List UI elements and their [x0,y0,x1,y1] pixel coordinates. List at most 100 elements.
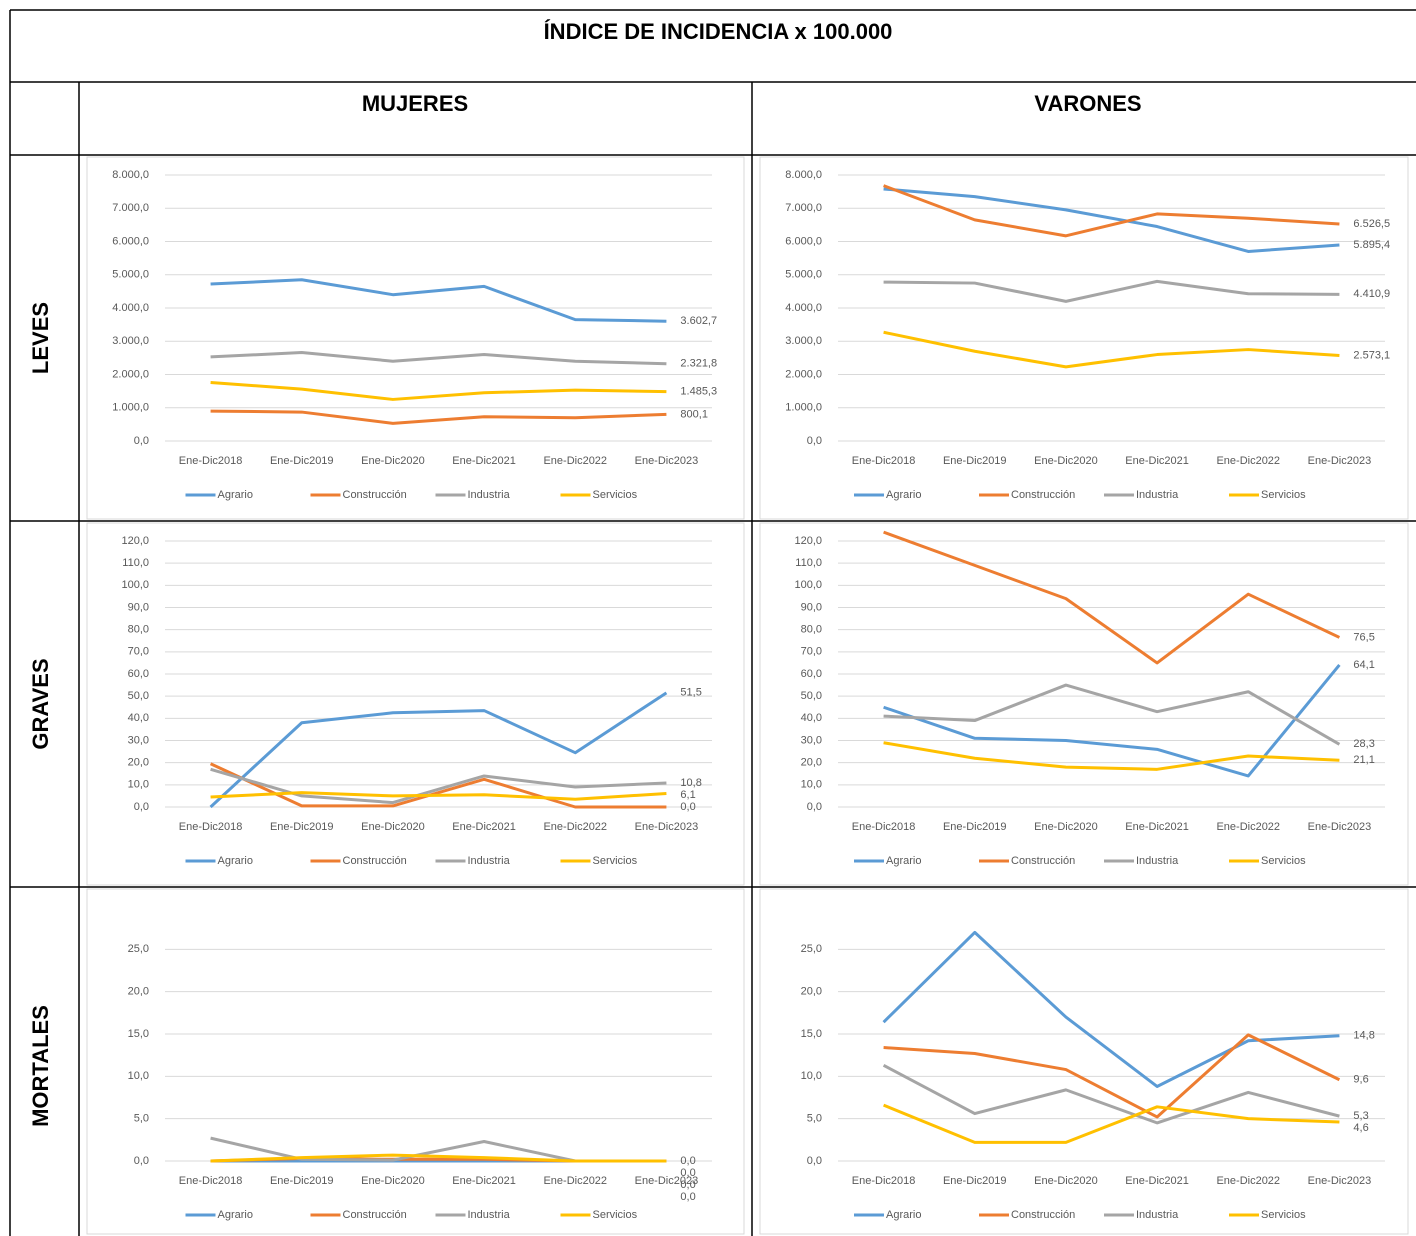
x-tick-label: Ene-Dic2021 [452,455,516,467]
x-tick-label: Ene-Dic2023 [1308,1175,1372,1187]
y-tick-label: 50,0 [801,690,822,702]
x-tick-label: Ene-Dic2019 [270,455,334,467]
chart-area [86,888,745,1235]
legend-label: Agrario [886,855,921,867]
y-tick-label: 4.000,0 [112,302,149,314]
y-tick-label: 20,0 [801,757,822,769]
chart: 0,0 1.000,0 2.000,0 3.000,0 4.000,0 5.000,0 6.… [86,156,745,520]
data-label: 4.410,9 [1353,288,1390,300]
data-label: 5,3 [1353,1110,1368,1122]
data-label: 1.485,3 [680,386,717,398]
row-header: LEVES [28,302,53,374]
x-tick-label: Ene-Dic2022 [543,1175,607,1187]
chart: 0,0 10,0 20,0 30,0 40,0 50,0 60,0 70,0 80,0 90,0 1… [86,522,745,886]
x-tick-label: Ene-Dic2020 [1034,821,1098,833]
legend-label: Industria [1136,489,1179,501]
table-grid [9,9,1416,1236]
y-tick-label: 20,0 [128,986,149,998]
legend-label: Industria [1136,1209,1179,1221]
series-line [883,187,1340,253]
legend-label: Servicios [1261,489,1306,501]
y-tick-label: 5,0 [134,1113,149,1125]
x-tick-label: Ene-Dic2019 [943,455,1007,467]
legend-label: Agrario [886,489,921,501]
x-tick-label: Ene-Dic2019 [943,821,1007,833]
y-tick-label: 100,0 [121,579,149,591]
y-tick-label: 20,0 [801,986,822,998]
legend-label: Construcción [343,855,407,867]
data-label: 4,6 [1353,1122,1368,1134]
y-tick-label: 3.000,0 [785,335,822,347]
y-tick-label: 5.000,0 [785,269,822,281]
series-line [882,1064,1340,1125]
y-tick-label: 3.000,0 [112,335,149,347]
legend-label: Construcción [343,489,407,501]
y-tick-label: 120,0 [121,535,149,547]
data-label: 0,0 [680,1167,695,1179]
y-tick-label: 100,0 [794,579,822,591]
series-line [210,351,667,366]
series-line [210,380,667,401]
legend-label: Construcción [1011,1209,1075,1221]
y-tick-label: 1.000,0 [785,402,822,414]
x-tick-label: Ene-Dic2022 [543,821,607,833]
x-tick-label: Ene-Dic2018 [852,821,916,833]
y-tick-label: 5,0 [807,1113,822,1125]
chart: 0,0 1.000,0 2.000,0 3.000,0 4.000,0 5.000,0 6.… [759,156,1409,520]
data-label: 0,0 [680,1155,695,1167]
legend-label: Agrario [886,1209,921,1221]
chart-area [86,156,745,520]
data-label: 14,8 [1353,1030,1374,1042]
x-tick-label: Ene-Dic2019 [270,1175,334,1187]
data-label: 2.573,1 [1353,349,1390,361]
chart-area [86,522,745,886]
series-line [882,930,1340,1088]
y-tick-label: 0,0 [807,801,822,813]
legend-label: Servicios [593,1209,638,1221]
data-label: 76,5 [1353,631,1374,643]
series-line [883,184,1340,238]
y-tick-label: 70,0 [128,646,149,658]
series-line [210,1153,667,1163]
y-tick-label: 0,0 [134,1155,149,1167]
data-label: 6.526,5 [1353,218,1390,230]
legend-label: Servicios [1261,855,1306,867]
y-tick-label: 8.000,0 [785,169,822,181]
series-line [210,409,667,425]
y-tick-label: 15,0 [801,1028,822,1040]
data-label: 0,0 [680,801,695,813]
chart-area [759,156,1409,520]
y-tick-label: 15,0 [128,1028,149,1040]
y-tick-label: 7.000,0 [112,202,149,214]
x-tick-label: Ene-Dic2018 [179,455,243,467]
data-label: 21,1 [1353,754,1374,766]
x-tick-label: Ene-Dic2018 [179,1175,243,1187]
x-tick-label: Ene-Dic2021 [1125,455,1189,467]
x-tick-label: Ene-Dic2020 [361,455,425,467]
chart: 0,0 5,0 10,0 15,0 20,0 25,0 Ene-Dic2018 Ene-Dic… [86,888,745,1235]
chart: 0,0 10,0 20,0 30,0 40,0 50,0 60,0 70,0 80,0 90,0 1… [759,522,1409,886]
x-tick-label: Ene-Dic2023 [635,455,699,467]
data-label: 5.895,4 [1353,239,1390,251]
x-tick-label: Ene-Dic2020 [361,821,425,833]
x-tick-label: Ene-Dic2023 [1308,821,1372,833]
x-tick-label: Ene-Dic2018 [852,455,916,467]
y-tick-label: 120,0 [794,535,822,547]
y-tick-label: 2.000,0 [112,368,149,380]
legend-label: Industria [1136,855,1179,867]
legend-label: Industria [468,489,511,501]
y-tick-label: 10,0 [128,1070,149,1082]
data-label: 0,0 [680,1191,695,1203]
x-tick-label: Ene-Dic2022 [1216,821,1280,833]
y-tick-label: 40,0 [128,712,149,724]
series-line [209,691,668,809]
y-tick-label: 70,0 [801,646,822,658]
legend-label: Construcción [343,1209,407,1221]
data-label: 0,0 [680,1179,695,1191]
data-label: 2.321,8 [680,358,717,370]
x-tick-label: Ene-Dic2018 [179,821,243,833]
series-line [883,530,1341,665]
y-tick-label: 50,0 [128,690,149,702]
legend-label: Servicios [593,855,638,867]
series-line [883,1033,1341,1119]
